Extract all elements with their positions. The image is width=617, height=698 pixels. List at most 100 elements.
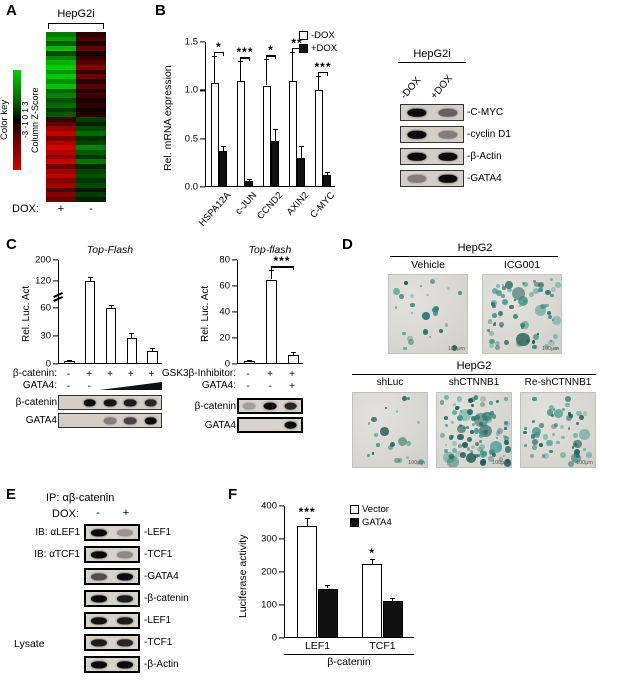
error-bar: [306, 517, 308, 526]
stained-cell: [487, 319, 493, 324]
stained-cell: [473, 395, 479, 401]
stained-cell: [458, 290, 463, 295]
stained-cell: [402, 331, 406, 336]
condition-value: -: [246, 368, 250, 380]
stained-cell: [479, 431, 484, 436]
significance-tick: [214, 51, 216, 56]
stained-cell: [549, 278, 554, 282]
stained-cell: [445, 423, 449, 428]
stained-cell: [516, 332, 530, 347]
protein-band: [437, 152, 458, 161]
stained-cell: [544, 344, 550, 350]
stained-cell: [488, 342, 494, 349]
stained-cell: [495, 290, 502, 297]
stained-cell: [446, 286, 451, 291]
stained-cell: [554, 346, 558, 350]
heatmap-cell: [76, 121, 106, 127]
lane-label-minus-dox: -DOX: [398, 75, 424, 102]
stained-cell: [451, 420, 454, 424]
significance-label: ***: [273, 254, 291, 269]
stained-cell: [508, 304, 514, 310]
stained-cell: [444, 443, 448, 447]
heatmap-cell: [46, 159, 76, 165]
plot-area: 0.0 0.5 1.0 1.5 * *** * ** *** HSPA12A c-JUN CCND2 A…: [185, 36, 337, 229]
stained-cell: [540, 303, 547, 310]
heatmap-cell: [76, 98, 106, 103]
heatmap-cell: [46, 121, 76, 127]
stained-cell: [568, 427, 571, 430]
bar: [296, 525, 318, 638]
condition-value: +: [267, 368, 273, 380]
stained-cell: [408, 339, 415, 346]
stained-cell: [507, 287, 512, 293]
stained-cell: [546, 439, 553, 447]
heatmap-row: [46, 178, 106, 183]
stained-cell: [568, 412, 572, 416]
heatmap-cell: [46, 88, 76, 94]
mrna-expression-chart: Rel. mRNA expression 0.0 0.5 1.0 1.5 * *** * **…: [162, 30, 348, 235]
heatmap-cell: [76, 74, 106, 80]
heatmap-cell: [46, 93, 76, 99]
stained-cell: [439, 433, 445, 438]
stained-cell: [470, 397, 476, 402]
stained-cell: [552, 316, 561, 325]
heatmap-cell: [76, 79, 106, 84]
celline-title-top: HepG2: [457, 242, 493, 254]
stained-cell: [504, 427, 507, 431]
heatmap-cell: [46, 60, 76, 66]
stained-cell: [526, 339, 531, 343]
stained-cell: [500, 294, 505, 299]
legend: -DOX +DOX: [299, 30, 337, 54]
stained-cell: [548, 340, 555, 347]
heatmap-row: [46, 164, 106, 169]
blot-cmyc: [400, 104, 464, 121]
stained-cell: [488, 449, 495, 456]
stained-cell: [470, 444, 475, 450]
legend-swatch-filled: [350, 518, 359, 527]
condition-label: β-catenin:: [12, 368, 57, 379]
heatmap-cell: [76, 60, 106, 66]
stained-cell: [573, 433, 579, 439]
significance-label: ***: [314, 59, 332, 74]
stained-cell: [371, 452, 375, 456]
legend-label: GATA4: [362, 517, 392, 528]
y-tick: [232, 337, 237, 339]
error-cap: [129, 333, 135, 335]
stained-cell: [518, 304, 521, 308]
y-tick-label: 0.0: [184, 181, 198, 193]
stained-cell: [519, 322, 525, 328]
heatmap-row: [46, 79, 106, 84]
blot-name-lef1: -LEF1: [144, 527, 172, 538]
stained-cell: [502, 285, 507, 290]
error-cap: [272, 129, 278, 130]
condition-value: +: [289, 368, 295, 380]
condition-value: +: [127, 368, 134, 380]
significance-tick: [240, 57, 242, 62]
heatmap-cell: [46, 46, 76, 51]
heatmap-cell: [46, 32, 76, 37]
bar: [147, 350, 158, 364]
stained-cell: [394, 457, 400, 464]
scale-bar: 100μm: [408, 460, 425, 466]
stained-cell: [547, 314, 553, 320]
stained-cell: [553, 409, 563, 419]
stained-cell: [579, 415, 584, 420]
stained-cell: [529, 291, 535, 297]
y-tick: [232, 285, 237, 287]
luciferase-chart: Luciferase activity 0 100 200 300 400 *** * LEF…: [237, 496, 443, 686]
blot-name-lysate-lef1: -LEF1: [144, 615, 172, 626]
legend-item-minus-dox: -DOX: [299, 30, 337, 41]
heatmap-cell: [76, 112, 106, 117]
stained-cell: [494, 340, 501, 347]
stained-cell: [515, 340, 522, 347]
stained-cell: [439, 400, 444, 405]
bar: [64, 361, 75, 364]
stained-cell: [576, 410, 583, 417]
heatmap-row: [46, 131, 106, 136]
significance-label: ***: [298, 504, 316, 519]
stained-cell: [479, 434, 483, 438]
y-tick-label: 200: [261, 566, 277, 578]
stained-cell: [514, 298, 517, 301]
heatmap-cell: [76, 55, 106, 61]
heatmap-cell: [76, 178, 106, 183]
